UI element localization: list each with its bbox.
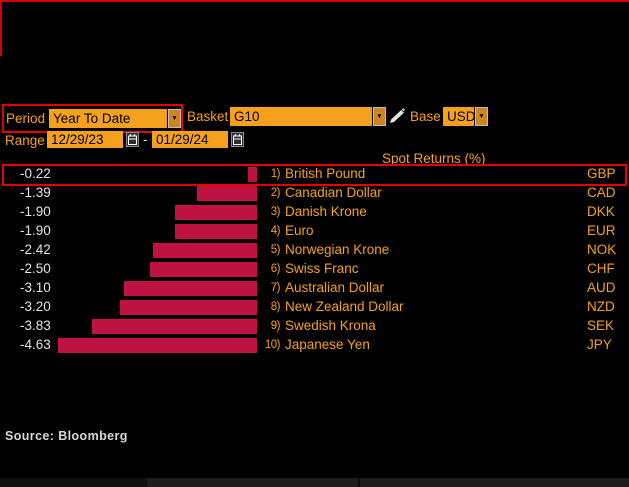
chevron-down-icon[interactable]: ▼ bbox=[168, 109, 181, 128]
chevron-down-icon[interactable]: ▼ bbox=[475, 107, 488, 126]
bar-value: -0.22 bbox=[20, 165, 51, 181]
row-rank: 1) bbox=[270, 167, 281, 180]
bar-value: -1.90 bbox=[20, 203, 51, 219]
row-rank: 2) bbox=[270, 186, 281, 199]
row-rank: 5) bbox=[270, 243, 281, 256]
row-label[interactable]: British Pound bbox=[285, 165, 366, 181]
range-end-input[interactable]: 01/29/24 bbox=[152, 131, 228, 148]
range-start-input[interactable]: 12/29/23 bbox=[47, 131, 123, 148]
chart-row: -3.10 7) Australian Dollar AUD bbox=[0, 279, 629, 298]
chart-title: Spot Returns (%) bbox=[382, 151, 486, 166]
row-code: EUR bbox=[587, 222, 616, 238]
bar-value: -2.42 bbox=[20, 241, 51, 257]
bar[interactable] bbox=[153, 242, 257, 258]
chart-rows: -0.22 1) British Pound GBP -1.39 2) Canadian D… bbox=[0, 164, 629, 355]
row-label[interactable]: Danish Krone bbox=[285, 203, 367, 219]
chevron-down-icon[interactable]: ▼ bbox=[373, 107, 386, 126]
row-code: JPY bbox=[587, 337, 612, 353]
row-rank: 9) bbox=[270, 320, 281, 333]
bar[interactable] bbox=[175, 223, 257, 239]
row-label[interactable]: Japanese Yen bbox=[285, 337, 370, 353]
bar[interactable] bbox=[197, 185, 257, 201]
row-code: GBP bbox=[587, 165, 616, 181]
bar[interactable] bbox=[58, 338, 257, 354]
row-code: AUD bbox=[587, 280, 616, 296]
row-rank: 8) bbox=[270, 301, 281, 314]
chart-row: -0.22 1) British Pound GBP bbox=[0, 164, 629, 186]
period-label: Period bbox=[6, 111, 46, 126]
row-rank: 4) bbox=[270, 224, 281, 237]
chart-row: -4.63 10) Japanese Yen JPY bbox=[0, 336, 629, 355]
bar-value: -2.50 bbox=[20, 260, 51, 276]
annotation-left-line bbox=[0, 0, 2, 56]
period-annotation-box: Period Year To Date ▼ bbox=[2, 104, 183, 133]
bar-value: -3.83 bbox=[20, 318, 51, 334]
chart-row: -2.42 5) Norwegian Krone NOK bbox=[0, 240, 629, 259]
bar[interactable] bbox=[92, 319, 257, 335]
row-rank: 10) bbox=[264, 339, 281, 352]
bar[interactable] bbox=[149, 261, 257, 277]
row-code: CHF bbox=[587, 260, 615, 276]
range-separator: - bbox=[143, 132, 148, 147]
row-code: CAD bbox=[587, 184, 616, 200]
taskbar-segment bbox=[0, 478, 147, 487]
bar[interactable] bbox=[175, 204, 257, 220]
annotation-top-line bbox=[0, 0, 629, 2]
chart-row: -1.90 4) Euro EUR bbox=[0, 221, 629, 240]
basket-dropdown[interactable]: G10 ▼ bbox=[230, 107, 386, 126]
range-label: Range bbox=[5, 133, 45, 148]
chart-row: -3.20 8) New Zealand Dollar NZD bbox=[0, 298, 629, 317]
chart-row: -1.39 2) Canadian Dollar CAD bbox=[0, 183, 629, 202]
bar[interactable] bbox=[119, 300, 257, 316]
base-value[interactable]: USD bbox=[443, 107, 474, 126]
bar-value: -4.63 bbox=[20, 337, 51, 353]
row-code: SEK bbox=[587, 318, 615, 334]
period-dropdown[interactable]: Year To Date ▼ bbox=[49, 109, 181, 128]
bar-value: -1.39 bbox=[20, 184, 51, 200]
base-label: Base bbox=[410, 109, 441, 124]
row-label[interactable]: Euro bbox=[285, 222, 314, 238]
bar-value: -3.10 bbox=[20, 280, 51, 296]
taskbar-divider bbox=[358, 478, 360, 487]
chart-row: -2.50 6) Swiss Franc CHF bbox=[0, 259, 629, 278]
row-label[interactable]: Swedish Krona bbox=[285, 318, 376, 334]
row-code: DKK bbox=[587, 203, 615, 219]
calendar-icon[interactable] bbox=[231, 132, 244, 147]
row-label[interactable]: Canadian Dollar bbox=[285, 184, 382, 200]
row-label[interactable]: Norwegian Krone bbox=[285, 241, 390, 257]
basket-label: Basket bbox=[187, 109, 229, 124]
bar-value: -1.90 bbox=[20, 222, 51, 238]
chart-row: -1.90 3) Danish Krone DKK bbox=[0, 202, 629, 221]
row-code: NZD bbox=[587, 299, 615, 315]
calendar-icon[interactable] bbox=[126, 132, 139, 147]
bar[interactable] bbox=[123, 281, 257, 297]
row-rank: 6) bbox=[270, 262, 281, 275]
row-code: NOK bbox=[587, 241, 617, 257]
row-label[interactable]: Australian Dollar bbox=[285, 280, 385, 296]
bar[interactable] bbox=[247, 166, 257, 182]
row-label[interactable]: Swiss Franc bbox=[285, 260, 359, 276]
edit-pencil-icon[interactable] bbox=[389, 108, 405, 129]
source-note: Source: Bloomberg bbox=[5, 429, 128, 443]
basket-value[interactable]: G10 bbox=[230, 107, 372, 126]
period-value[interactable]: Year To Date bbox=[49, 109, 167, 128]
chart-row: -3.83 9) Swedish Krona SEK bbox=[0, 317, 629, 336]
row-label[interactable]: New Zealand Dollar bbox=[285, 299, 404, 315]
row-rank: 3) bbox=[270, 205, 281, 218]
base-dropdown[interactable]: USD ▼ bbox=[443, 107, 488, 126]
bar-value: -3.20 bbox=[20, 299, 51, 315]
bottom-taskbar bbox=[0, 478, 629, 487]
row-rank: 7) bbox=[270, 282, 281, 295]
